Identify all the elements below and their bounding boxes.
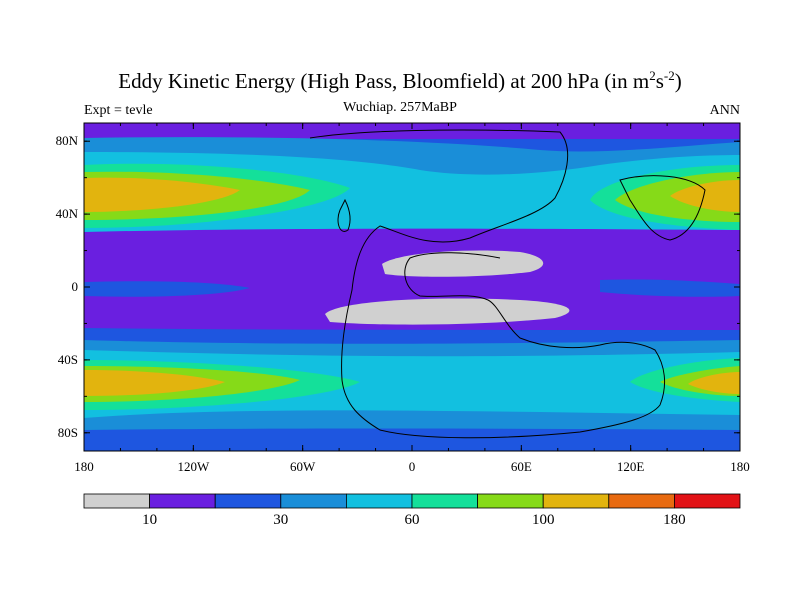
colorbar-label: 100	[531, 512, 555, 528]
field-region-tropics-30-east	[600, 279, 740, 297]
island-outline	[337, 198, 351, 232]
continent-outline	[309, 129, 666, 439]
field-region-south-180-east	[688, 372, 740, 394]
colorbar-box	[608, 493, 675, 509]
field-region-tropics-30-west	[84, 281, 250, 297]
colorbar-box	[345, 493, 413, 509]
map-field	[84, 123, 740, 451]
field-region-north-180-west	[84, 177, 240, 212]
field-region-north-180-east	[670, 180, 740, 212]
field-minimum-south	[325, 298, 570, 325]
season-label: ANN	[709, 103, 740, 118]
field-band-south-polar	[84, 438, 740, 451]
x-tick-label: 120W	[177, 459, 210, 474]
x-tick-label: 180	[730, 459, 750, 474]
y-tick-label: 40S	[57, 351, 78, 367]
plot-title: Eddy Kinetic Energy (High Pass, Bloomfie…	[118, 68, 682, 93]
colorbar-box	[542, 493, 610, 509]
colorbar-box	[214, 493, 282, 509]
east-block-outline	[619, 175, 706, 241]
experiment-label: Expt = tevle	[84, 103, 153, 118]
colorbar-box	[83, 493, 150, 509]
colorbar-label: 60	[404, 512, 420, 528]
y-tick-label: 80S	[57, 424, 78, 440]
axis-ticks	[83, 123, 741, 451]
colorbar	[83, 493, 741, 509]
x-tick-label: 60W	[290, 459, 316, 474]
y-tick-label: 40N	[55, 206, 78, 222]
y-tick-label: 0	[71, 279, 79, 294]
colorbar-box	[149, 493, 216, 509]
x-tick-label: 120E	[616, 459, 645, 474]
colorbar-label: 10	[142, 512, 158, 528]
field-region-tropics-10	[84, 228, 740, 348]
y-tick-label: 80N	[55, 133, 78, 149]
colorbar-label: 180	[663, 512, 686, 528]
field-minimum-north	[382, 250, 544, 277]
colorbar-box	[674, 493, 741, 509]
field-region-south-180-west	[84, 370, 225, 396]
colorbar-box	[280, 493, 347, 509]
colorbar-box	[411, 493, 478, 509]
x-tick-label: 180	[74, 459, 94, 474]
colorbar-label: 30	[273, 512, 289, 528]
x-tick-label: 0	[408, 459, 416, 474]
plot-subtitle: Wuchiap. 257MaBP	[343, 100, 457, 115]
x-tick-label: 60E	[510, 459, 532, 474]
colorbar-box	[477, 493, 544, 509]
